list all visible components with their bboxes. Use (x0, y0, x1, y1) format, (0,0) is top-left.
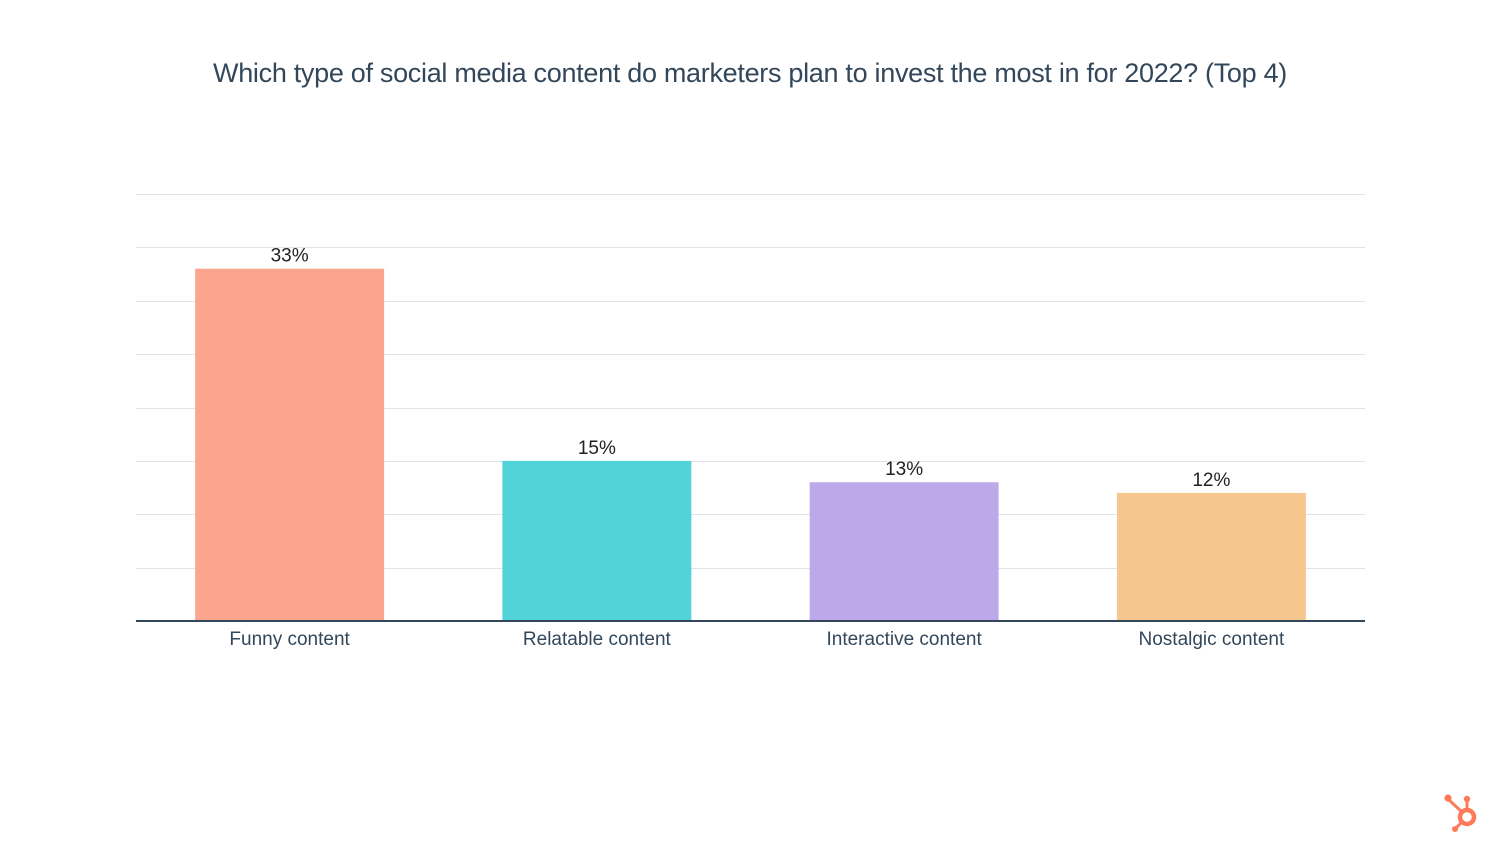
data-label: 12% (1192, 470, 1230, 491)
x-tick-label: Funny content (229, 629, 350, 650)
x-tick-label: Nostalgic content (1139, 629, 1285, 650)
bar (809, 482, 999, 621)
bar (1116, 492, 1306, 621)
data-label: 15% (578, 438, 616, 459)
x-tick-label: Interactive content (826, 629, 982, 650)
chart-title: Which type of social media content do ma… (213, 58, 1287, 88)
x-tick-label: Relatable content (523, 629, 672, 650)
hubspot-sprocket-icon (1444, 794, 1477, 832)
category-labels: Funny content Relatable content Interactiv… (229, 629, 1285, 650)
data-label: 33% (271, 246, 309, 267)
bar (195, 268, 385, 621)
data-label: 13% (885, 459, 923, 480)
bars (195, 268, 1306, 621)
value-labels: 33% 15% 13% 12% (271, 246, 1231, 491)
bar (502, 460, 692, 621)
